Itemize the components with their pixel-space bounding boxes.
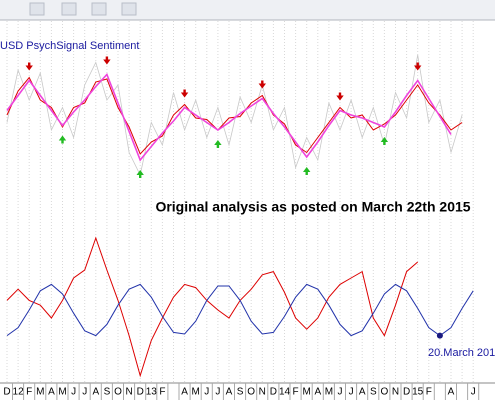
up-arrow	[214, 140, 222, 148]
x-tick-label: J	[71, 387, 76, 398]
toolbar-icon	[29, 2, 45, 16]
x-tick-label: 13	[146, 387, 158, 398]
x-tick-label: F	[159, 387, 165, 398]
x-tick-label: J	[349, 387, 354, 398]
down-arrow	[336, 92, 344, 101]
x-tick-label: N	[125, 387, 132, 398]
series-line	[6, 236, 419, 378]
down-arrow	[258, 80, 266, 89]
x-tick-label: D	[403, 387, 410, 398]
x-tick-label: A	[314, 387, 321, 398]
x-tick-label: F	[426, 387, 432, 398]
x-axis-labels: D 12 F M A M J J A S O N D 13 F A M J J A S O N D 14 F M A M J J A S O N D 1…	[3, 383, 480, 400]
x-tick-label: J	[82, 387, 87, 398]
series-line	[6, 54, 463, 177]
down-arrow	[413, 62, 422, 71]
x-tick-label: N	[392, 387, 399, 398]
x-tick-label: S	[370, 387, 377, 398]
cycle-low-marker	[436, 332, 443, 339]
down-arrow	[25, 62, 33, 71]
chart-title: USD PsychSignal Sentiment	[0, 40, 139, 52]
x-tick-label: F	[293, 387, 299, 398]
x-tick-label: M	[192, 387, 200, 398]
x-tick-label: O	[381, 387, 389, 398]
x-tick-label: 12	[13, 387, 25, 398]
x-tick-label: M	[36, 387, 44, 398]
x-tick-label: 15	[412, 387, 424, 398]
series-line	[6, 73, 452, 162]
toolbar-icon	[121, 2, 137, 16]
x-tick-label: D	[3, 387, 10, 398]
up-arrow	[136, 170, 144, 178]
x-tick-label: 14	[279, 387, 291, 398]
x-tick-label: A	[48, 387, 55, 398]
x-tick-label: J	[338, 387, 343, 398]
x-tick-label: A	[359, 387, 366, 398]
x-tick-label: M	[58, 387, 66, 398]
x-tick-label: M	[325, 387, 333, 398]
x-tick-label: F	[26, 387, 32, 398]
x-tick-label: N	[259, 387, 266, 398]
x-tick-label: O	[247, 387, 255, 398]
toolbar-icon	[91, 2, 107, 16]
x-tick-label: J	[215, 387, 220, 398]
series-line	[6, 283, 474, 337]
up-arrow	[380, 137, 389, 145]
x-tick-label: A	[448, 387, 455, 398]
x-tick-label: D	[270, 387, 277, 398]
up-arrow	[302, 167, 311, 175]
toolbar-icon	[61, 2, 77, 16]
up-arrow	[58, 135, 67, 144]
x-tick-label: A	[181, 387, 188, 398]
annotation: 20.March 2015	[428, 347, 495, 359]
x-tick-label: A	[226, 387, 233, 398]
x-tick-label: D	[137, 387, 144, 398]
plot	[6, 54, 474, 378]
down-arrow	[180, 89, 189, 98]
x-tick-label: J	[204, 387, 209, 398]
x-tick-label: A	[92, 387, 99, 398]
x-tick-label: S	[104, 387, 111, 398]
x-tick-label: M	[303, 387, 311, 398]
down-arrow	[103, 56, 111, 65]
x-tick-label: J	[471, 387, 476, 398]
annotation: Original analysis as posted on March 22t…	[155, 199, 470, 215]
x-tick-label: S	[237, 387, 244, 398]
x-tick-label: O	[114, 387, 122, 398]
